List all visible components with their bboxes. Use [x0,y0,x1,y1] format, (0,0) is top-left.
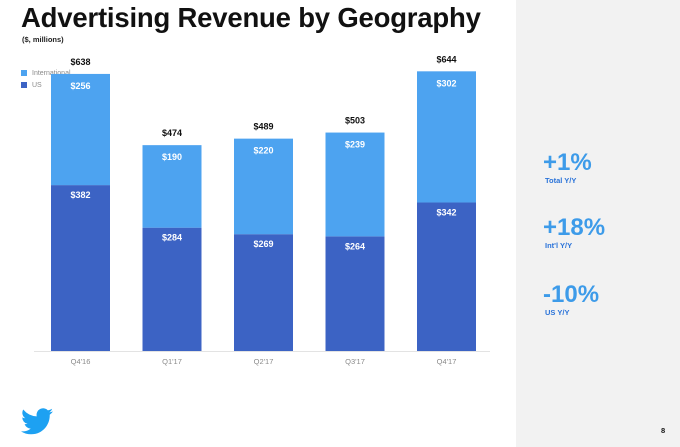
slide-subtitle: ($, millions) [22,35,64,44]
page-number: 8 [661,426,666,435]
data-label-international-1: $190 [162,152,182,162]
stat-us-value: -10% [543,281,600,308]
revenue-bar-chart: $382 $256 $638 Q4'16 $284 $190 $474 Q1'17 $269 $2… [34,54,490,366]
slide-title: Advertising Revenue by Geography [21,2,481,33]
x-tick-label-1: Q1'17 [162,357,182,366]
stat-us: -10% US Y/Y [543,281,600,318]
data-label-us-1: $284 [162,233,182,243]
bar-us-3 [325,236,385,351]
x-tick-label-0: Q4'16 [71,357,91,366]
data-label-total-0: $638 [70,57,90,67]
bar-international-1 [142,145,202,228]
data-label-total-1: $474 [162,128,182,138]
data-label-us-2: $269 [253,239,273,249]
data-label-total-4: $644 [436,54,456,64]
data-label-international-2: $220 [253,146,273,156]
legend-swatch-us [21,82,27,88]
data-label-us-0: $382 [70,190,90,200]
stat-total-label: Total Y/Y [545,176,577,185]
legend-label-us: US [32,81,42,89]
chart-legend: International US [21,67,71,91]
data-label-us-4: $342 [436,207,456,217]
data-label-international-3: $239 [345,140,365,150]
stat-total: +1% Total Y/Y [543,149,592,186]
legend-label-international: International [32,69,71,77]
data-label-us-3: $264 [345,241,365,251]
data-label-international-0: $256 [70,81,90,91]
right-panel [516,0,680,447]
stat-intl-label: Int'l Y/Y [545,241,573,250]
stat-intl-value: +18% [543,214,606,241]
bar-international-2 [234,138,293,235]
x-tick-label-2: Q2'17 [254,357,274,366]
data-label-international-4: $302 [436,78,456,88]
legend-item-us: US [21,79,71,91]
bar-us-0 [51,185,110,351]
bar-us-1 [142,227,202,351]
x-tick-label-3: Q3'17 [345,357,365,366]
stat-us-label: US Y/Y [545,308,570,317]
data-label-total-2: $489 [253,122,273,132]
bar-international-0 [51,73,110,186]
bar-international-4 [417,71,476,203]
bar-international-3 [325,132,385,237]
twitter-bird-icon [21,408,53,435]
legend-item-international: International [21,67,71,79]
bar-us-4 [417,202,476,351]
bar-us-2 [234,234,293,351]
x-tick-label-4: Q4'17 [437,357,457,366]
stat-total-value: +1% [543,149,592,176]
data-label-total-3: $503 [345,116,365,126]
legend-swatch-international [21,70,27,76]
stat-intl: +18% Int'l Y/Y [543,214,606,251]
